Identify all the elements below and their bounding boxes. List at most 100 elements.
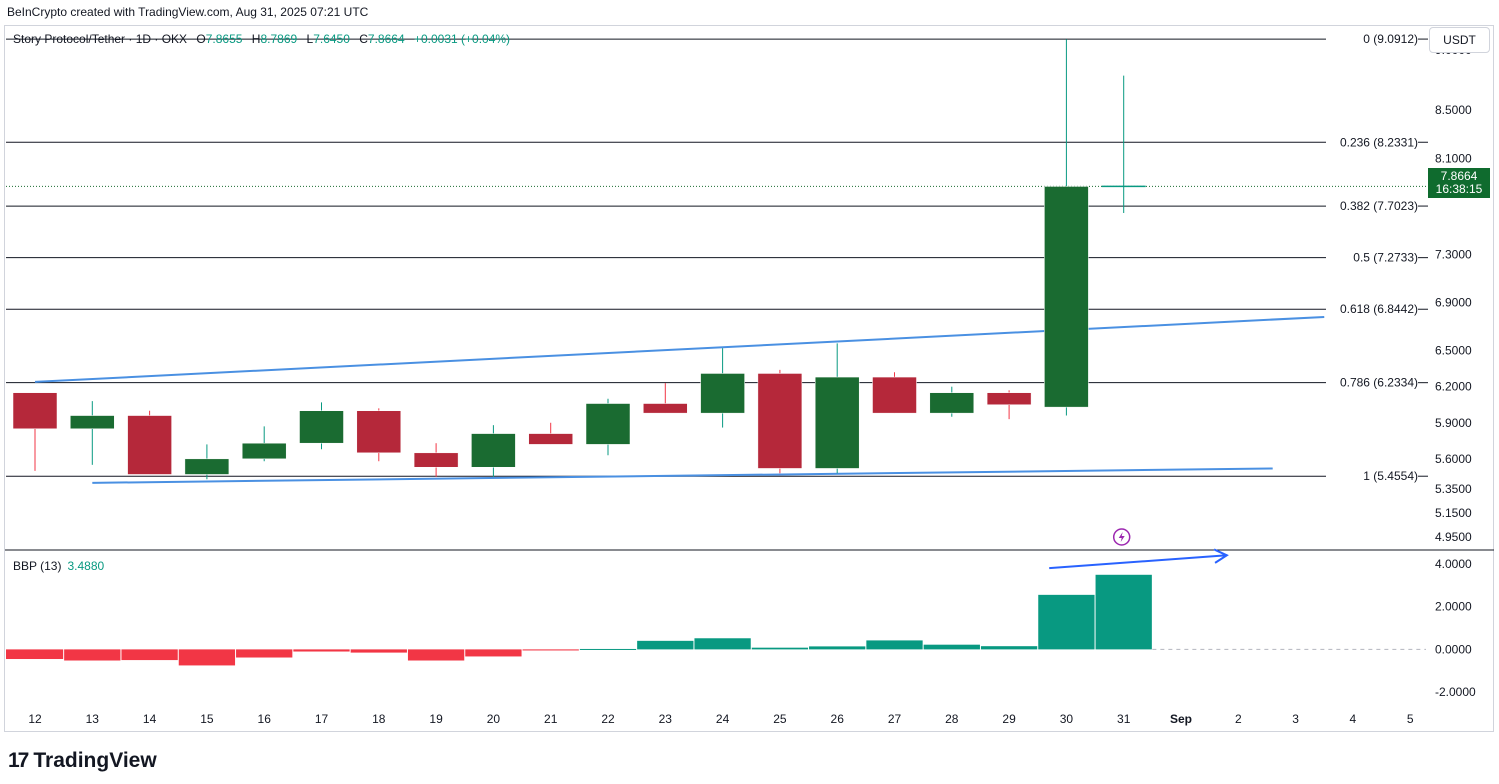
price-tick-label: 5.9000 [1435, 416, 1472, 430]
time-axis: 12 13 14 15 16 17 18 19 20 21 22 23 24 25 26 27 28 29 30 31… [28, 712, 1414, 726]
time-tick-label: 12 [28, 712, 42, 726]
time-tick-label: 3 [1292, 712, 1299, 726]
bbp-bar [923, 644, 980, 650]
price-tick-label: 5.3500 [1435, 482, 1472, 496]
last-price-tag: 7.8664 16:38:15 [1428, 168, 1490, 198]
price-axis: 9.00008.50008.10007.30006.90006.50006.20… [1435, 43, 1472, 544]
bbp-bar [6, 649, 64, 660]
time-tick-label: 27 [888, 712, 902, 726]
time-tick-label: 4 [1350, 712, 1357, 726]
bbp-bar [522, 649, 579, 651]
time-tick-label: 30 [1060, 712, 1074, 726]
fibonacci-levels: 0 (9.0912) 0.236 (8.2331) 0.382 (7.7023) 0.… [6, 32, 1428, 483]
bbp-bar [1095, 574, 1152, 650]
bbp-bar [751, 647, 809, 650]
candle-body [585, 403, 631, 445]
trend-arrow-line [1049, 554, 1227, 570]
time-tick-label: 2 [1235, 712, 1242, 726]
price-tick-label: 8.1000 [1435, 151, 1472, 165]
bbp-bar [178, 649, 236, 666]
bbp-bar [465, 649, 522, 657]
candle-body [356, 410, 402, 454]
time-tick-label: 19 [429, 712, 443, 726]
indicator-name: BBP (13) [13, 559, 62, 573]
bbp-bar [866, 640, 923, 650]
bbp-bar [407, 649, 465, 661]
time-tick-label: 16 [258, 712, 272, 726]
currency-button[interactable]: USDT [1429, 27, 1490, 53]
bbp-bar [579, 648, 637, 650]
lightning-icon [1118, 532, 1125, 542]
bbp-bar [350, 649, 407, 653]
candle-body [986, 392, 1032, 405]
open-value: 7.8655 [205, 32, 243, 46]
bbp-bar [236, 649, 293, 658]
bbp-bar [293, 649, 350, 652]
close-value: 7.8664 [367, 32, 405, 46]
indicator-tick-label: 0.0000 [1435, 642, 1472, 656]
indicator-tick-label: -2.0000 [1435, 685, 1476, 699]
trendline-lower [92, 467, 1273, 484]
trendlines [34, 315, 1325, 484]
candle-body [643, 403, 688, 414]
symbol-name: Story Protocol/Tether · 1D · OKX [13, 32, 188, 46]
fib-level-label: 0.236 (8.2331) [1340, 135, 1418, 149]
fib-level-label: 0.5 (7.2733) [1353, 251, 1418, 265]
time-tick-label: 15 [200, 712, 214, 726]
symbol-legend: Story Protocol/Tether · 1D · OKX O7.8655… [13, 32, 510, 46]
price-tick-label: 5.6000 [1435, 452, 1472, 466]
fib-level-label: 0.382 (7.7023) [1340, 199, 1418, 213]
time-tick-label: 20 [487, 712, 501, 726]
bar-countdown: 16:38:15 [1435, 182, 1483, 196]
candle-body [471, 433, 516, 468]
change-value: +0.0031 (+0.04%) [413, 32, 511, 46]
candle-body [127, 415, 172, 475]
candle-body [70, 415, 115, 430]
candle-body [241, 442, 287, 460]
bbp-bar [1038, 594, 1095, 650]
trend-arrow-head-icon [1213, 548, 1229, 564]
indicator-tick-label: 4.0000 [1435, 557, 1472, 571]
candle-body [184, 458, 230, 475]
candle-body [700, 373, 745, 414]
tradingview-brand: 17 TradingView [8, 749, 157, 773]
time-tick-label: 13 [86, 712, 100, 726]
time-tick-label: 24 [716, 712, 730, 726]
trendline-upper [34, 315, 1325, 383]
time-tick-label: 21 [544, 712, 558, 726]
open-label: O [196, 32, 206, 46]
close-label: C [359, 32, 368, 46]
price-tick-label: 4.9500 [1435, 530, 1472, 544]
annotations [1049, 528, 1229, 570]
price-tick-label: 5.1500 [1435, 506, 1472, 520]
last-price-value: 7.8664 [1440, 169, 1478, 183]
price-tick-label: 8.5000 [1435, 103, 1472, 117]
price-tick-label: 6.9000 [1435, 296, 1472, 310]
time-tick-label: 14 [143, 712, 157, 726]
time-tick-label: 22 [601, 712, 615, 726]
candle-body [12, 392, 58, 430]
candle-body [299, 410, 344, 444]
bbp-bar [809, 646, 866, 650]
price-tick-label: 6.2000 [1435, 380, 1472, 394]
low-value: 7.6450 [313, 32, 350, 46]
time-tick-label: 31 [1117, 712, 1131, 726]
candlesticks [12, 39, 1146, 480]
high-value: 8.7869 [260, 32, 298, 46]
time-tick-label: Sep [1170, 712, 1192, 726]
price-tick-label: 6.5000 [1435, 344, 1472, 358]
bbp-bar [637, 640, 694, 650]
indicator-legend[interactable]: BBP (13) 3.4880 [13, 559, 104, 573]
indicator-tick-label: 2.0000 [1435, 600, 1472, 614]
brand-name: TradingView [33, 749, 157, 772]
high-label: H [251, 32, 261, 46]
fib-level-label: 0 (9.0912) [1363, 32, 1418, 46]
time-tick-label: 29 [1002, 712, 1016, 726]
candle-body [413, 452, 459, 468]
bbp-histogram [6, 574, 1426, 666]
time-tick-label: 17 [315, 712, 329, 726]
fib-level-label: 0.786 (6.2334) [1340, 376, 1418, 390]
time-tick-label: 5 [1407, 712, 1414, 726]
candle-body [528, 433, 573, 445]
